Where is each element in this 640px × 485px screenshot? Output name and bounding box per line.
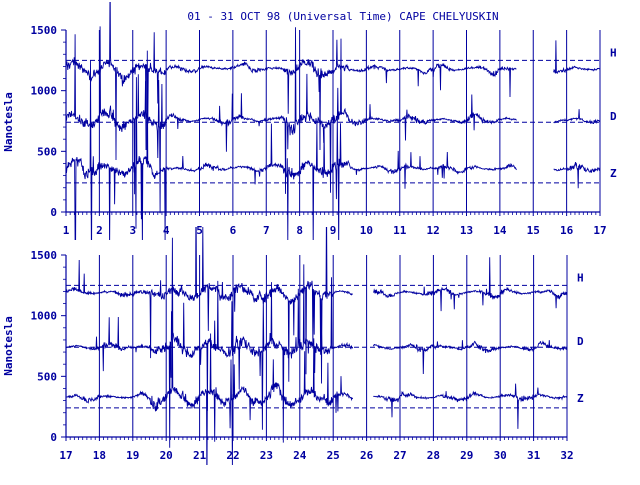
y-tick-label: 1500 xyxy=(31,249,58,262)
x-tick-label: 18 xyxy=(93,449,106,462)
x-tick-label: 2 xyxy=(96,224,103,237)
x-tick-label: 17 xyxy=(593,224,606,237)
x-tick-label: 31 xyxy=(527,449,541,462)
component-label-H: H xyxy=(610,46,617,59)
x-tick-label: 23 xyxy=(260,449,273,462)
series-trace-D xyxy=(66,237,567,448)
y-tick-label: 1500 xyxy=(31,24,58,37)
y-tick-label: 1000 xyxy=(31,85,58,98)
x-tick-label: 17 xyxy=(59,449,72,462)
x-tick-label: 13 xyxy=(460,224,473,237)
y-axis-label-top: Nanotesla xyxy=(2,92,15,152)
x-tick-label: 11 xyxy=(393,224,407,237)
x-tick-label: 19 xyxy=(126,449,139,462)
x-tick-label: 7 xyxy=(263,224,270,237)
x-tick-label: 20 xyxy=(160,449,173,462)
component-label-Z: Z xyxy=(577,392,584,405)
y-axis-label-bottom: Nanotesla xyxy=(2,316,15,376)
x-tick-label: 9 xyxy=(330,224,337,237)
y-tick-label: 500 xyxy=(37,145,57,158)
x-tick-label: 26 xyxy=(360,449,374,462)
y-tick-label: 500 xyxy=(37,370,57,383)
x-tick-label: 6 xyxy=(230,224,237,237)
x-tick-label: 16 xyxy=(560,224,574,237)
series-trace-Z xyxy=(66,50,600,240)
y-tick-label: 1000 xyxy=(31,310,58,323)
x-tick-label: 12 xyxy=(427,224,440,237)
x-tick-label: 14 xyxy=(493,224,507,237)
x-tick-label: 28 xyxy=(427,449,440,462)
x-tick-label: 21 xyxy=(193,449,207,462)
x-tick-label: 22 xyxy=(226,449,239,462)
x-tick-label: 15 xyxy=(527,224,540,237)
x-tick-label: 24 xyxy=(293,449,307,462)
chart-title: 01 - 31 OCT 98 (Universal Time) CAPE CHE… xyxy=(187,10,498,23)
component-label-D: D xyxy=(577,335,584,348)
series-trace-Z xyxy=(66,320,567,465)
x-tick-label: 8 xyxy=(296,224,303,237)
component-label-D: D xyxy=(610,110,617,123)
series-trace-D xyxy=(66,26,600,214)
series-trace-H xyxy=(66,2,600,161)
component-label-Z: Z xyxy=(610,167,617,180)
x-tick-label: 25 xyxy=(327,449,340,462)
x-tick-label: 4 xyxy=(163,224,170,237)
x-tick-label: 30 xyxy=(494,449,507,462)
component-label-H: H xyxy=(577,271,584,284)
y-tick-label: 0 xyxy=(50,431,57,444)
x-tick-label: 10 xyxy=(360,224,373,237)
y-tick-label: 0 xyxy=(50,206,57,219)
x-tick-label: 3 xyxy=(129,224,136,237)
x-tick-label: 29 xyxy=(460,449,473,462)
series-trace-H xyxy=(66,227,567,384)
x-tick-label: 1 xyxy=(63,224,70,237)
x-tick-label: 27 xyxy=(393,449,406,462)
x-tick-label: 5 xyxy=(196,224,203,237)
x-tick-label: 32 xyxy=(560,449,573,462)
